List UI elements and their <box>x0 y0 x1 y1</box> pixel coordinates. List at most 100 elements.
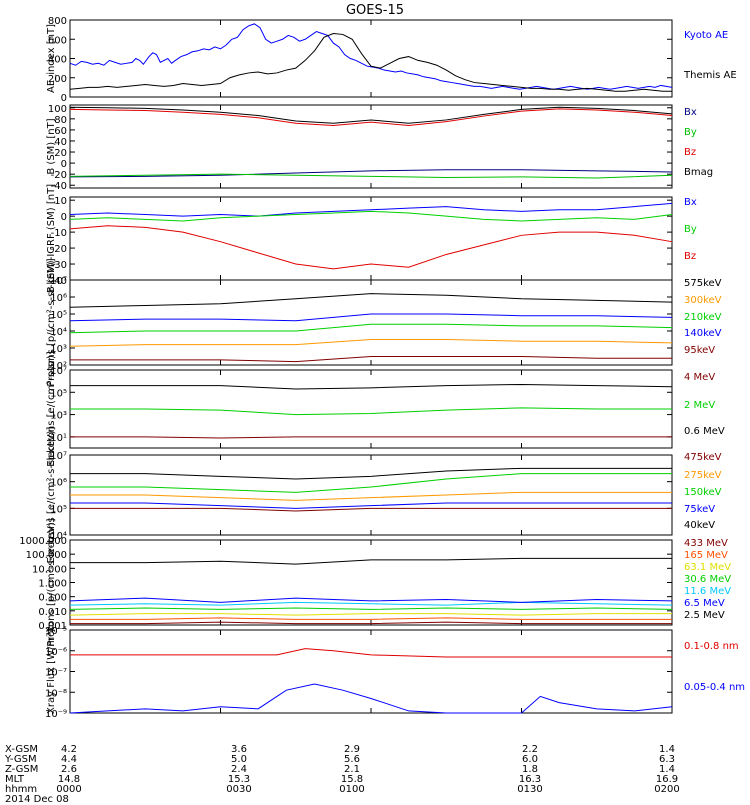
legend-label: Themis AE <box>683 70 737 81</box>
y-tick-label: 0 <box>61 93 67 104</box>
y-axis-label: Electrons [e/(cm²-s-sr-keV)] <box>46 426 57 563</box>
y-tick-label: 10⁵ <box>50 310 67 321</box>
legend-label: 95keV <box>684 345 715 356</box>
date-label: 2014 Dec 08 <box>5 794 69 805</box>
legend-label: By <box>684 224 697 235</box>
panel-frame <box>69 539 673 626</box>
series-line-165-mev <box>70 617 672 620</box>
x-axis-value: 5.0 <box>231 754 247 765</box>
y-tick-label: 10³ <box>50 411 67 422</box>
x-axis-row-label: hhmm <box>5 784 38 795</box>
x-axis-row-y-gsm: Y-GSM 4.4 5.0 5.6 6.0 6.3 <box>5 755 745 765</box>
x-axis-value: 2.1 <box>344 764 360 775</box>
panel-frame <box>69 19 673 98</box>
y-tick-label: 10⁷ <box>50 451 67 462</box>
legend-label: 575keV <box>684 278 722 289</box>
y-axis-label: Protons [p/(cm²-s-sr-keV)] <box>46 518 57 646</box>
y-tick-label: 10⁴ <box>50 327 67 338</box>
y-axis-label: Xray Flux [W/m²] <box>46 629 57 714</box>
series-line-140kev <box>69 313 673 322</box>
y-tick-label: -20 <box>51 244 67 255</box>
series-line-bz <box>69 225 673 270</box>
series-line-by <box>69 210 673 222</box>
x-axis-row-z-gsm: Z-GSM 2.6 2.4 2.1 1.8 1.4 <box>5 765 745 775</box>
legend-label: 11.6 MeV <box>684 586 731 597</box>
y-axis-label: Protons [p/(cm²-s-sr-keV)] <box>46 258 57 386</box>
series-line-95kev <box>70 356 672 363</box>
x-axis-value: 4.4 <box>61 754 77 765</box>
legend-label: 4 MeV <box>684 372 715 383</box>
y-tick-label: 10² <box>50 361 67 372</box>
series-line-300kev <box>69 339 673 347</box>
y-tick-label: 0 <box>61 159 67 170</box>
y-tick-label: 1000.000 <box>19 536 67 547</box>
series-line-40kev <box>70 467 672 480</box>
panel-1: 800 600 400 200 0 AE_index [nT] Kyoto AE Themis… <box>46 16 737 104</box>
series-line-kyoto-ae <box>69 23 673 90</box>
series-line-bx <box>69 202 673 217</box>
y-tick-label: 0.001 <box>38 621 67 632</box>
x-axis-value: 16.3 <box>518 774 542 785</box>
series-line-bx <box>69 169 673 178</box>
x-axis-row-label: Z-GSM <box>5 764 39 775</box>
legend-label: 0.1-0.8 nm <box>684 641 739 652</box>
x-axis-value: 0000 <box>56 784 82 795</box>
y-tick-label: -20 <box>51 170 67 181</box>
y-tick-label: 80 <box>54 115 67 126</box>
y-axis-label: Electrons [e/(cm²-s-sr)] <box>46 351 57 467</box>
series-line-150kev <box>70 473 672 493</box>
series-line-bz <box>69 108 673 126</box>
y-tick-label: -40 <box>51 276 67 287</box>
y-tick-label: -40 <box>51 181 67 192</box>
series-line-bmag <box>69 106 673 124</box>
legend-label: Bz <box>684 251 696 262</box>
y-tick-label: -30 <box>51 260 67 271</box>
legend-label: 475keV <box>684 452 722 463</box>
y-tick-label: 0 <box>61 212 67 223</box>
x-axis-value: 15.3 <box>227 774 251 785</box>
series-line-by <box>69 173 673 179</box>
x-axis-value: 2.2 <box>522 744 538 755</box>
series-line-0-05-0-4-nm <box>69 683 673 714</box>
series-line-575kev <box>69 293 673 308</box>
y-tick-label: 100.000 <box>26 550 67 561</box>
y-tick-label: 100 <box>48 104 67 115</box>
legend-label: 75keV <box>684 504 715 515</box>
y-tick-label: 10⁷ <box>50 276 67 287</box>
legend-label: 40keV <box>684 520 715 531</box>
series-line-210kev <box>69 323 673 334</box>
y-axis-label: AE_index [nT] <box>46 24 57 93</box>
y-tick-label: 10⁶ <box>50 293 67 304</box>
series-line-63-1-mev <box>69 613 672 616</box>
y-tick-label: 10⁴ <box>50 531 67 542</box>
legend-label: 210keV <box>684 312 722 323</box>
series-line-2-mev <box>70 407 672 416</box>
y-axis-label: B (SM)-IGRF (SM) [nT] <box>46 184 57 293</box>
x-axis-value: 2.6 <box>61 764 77 775</box>
x-axis-value: 6.3 <box>659 754 675 765</box>
legend-label: Bx <box>684 197 697 208</box>
legend-label: 165 MeV <box>684 550 728 561</box>
legend-label: 0.05-0.4 nm <box>684 682 745 693</box>
legend-label: 433 MeV <box>684 538 728 549</box>
x-axis-row-hhmm: hhmm 0000 0030 0100 0130 0200 <box>5 785 745 795</box>
x-axis-value: 14.8 <box>57 774 81 785</box>
y-tick-label: 10⁻⁶ <box>45 647 67 658</box>
series-line-275kev <box>70 491 672 501</box>
x-axis-value: 1.4 <box>659 764 675 775</box>
series-line-themis-ae <box>69 32 672 92</box>
x-axis-row-label: X-GSM <box>5 744 39 755</box>
x-axis-value: 5.6 <box>344 754 360 765</box>
y-tick-label: 10⁻⁷ <box>45 668 67 679</box>
chart-title: GOES-15 <box>346 3 404 18</box>
panel-7: 1000.000 100.000 10.000 1.000 0.100 0.010 0.00… <box>19 518 731 646</box>
x-axis-value: 2.4 <box>231 764 247 775</box>
panel-3: 10 0 -10 -20 -30 -40B (SM)-IGRF (SM) [nT] Bx By… <box>46 184 697 293</box>
y-tick-label: 10.000 <box>32 564 67 575</box>
x-axis-row-x-gsm: X-GSM 4.2 3.6 2.9 2.2 1.4 <box>5 745 745 755</box>
